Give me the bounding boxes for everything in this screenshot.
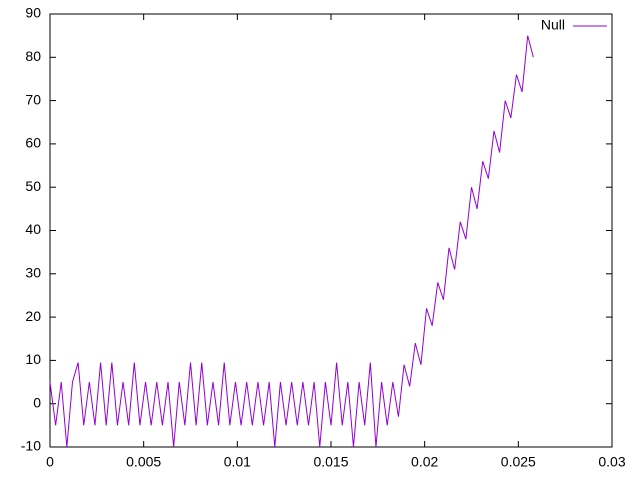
x-tick-label: 0.02 (411, 454, 438, 470)
x-tick-label: 0.005 (126, 454, 161, 470)
x-tick-label: 0.025 (501, 454, 536, 470)
data-line (49, 35, 534, 448)
y-tick-label: 0 (33, 394, 41, 410)
y-tick-label: 40 (25, 221, 41, 237)
y-tick-label: 70 (25, 91, 41, 107)
plot-border (49, 13, 613, 448)
y-tick-label: 80 (25, 48, 41, 64)
y-tick-label: 30 (25, 265, 41, 281)
x-tick-label: 0.015 (313, 454, 348, 470)
y-tick-label: 90 (25, 5, 41, 21)
x-tick-label: 0.03 (598, 454, 625, 470)
y-tick-label: 20 (25, 308, 41, 324)
y-tick-label: -10 (21, 438, 41, 454)
x-tick-label: 0 (46, 454, 54, 470)
y-tick-label: 60 (25, 135, 41, 151)
y-tick-label: 10 (25, 351, 41, 367)
x-tick-label: 0.01 (224, 454, 251, 470)
y-tick-label: 50 (25, 178, 41, 194)
legend-label: Null (541, 17, 565, 33)
